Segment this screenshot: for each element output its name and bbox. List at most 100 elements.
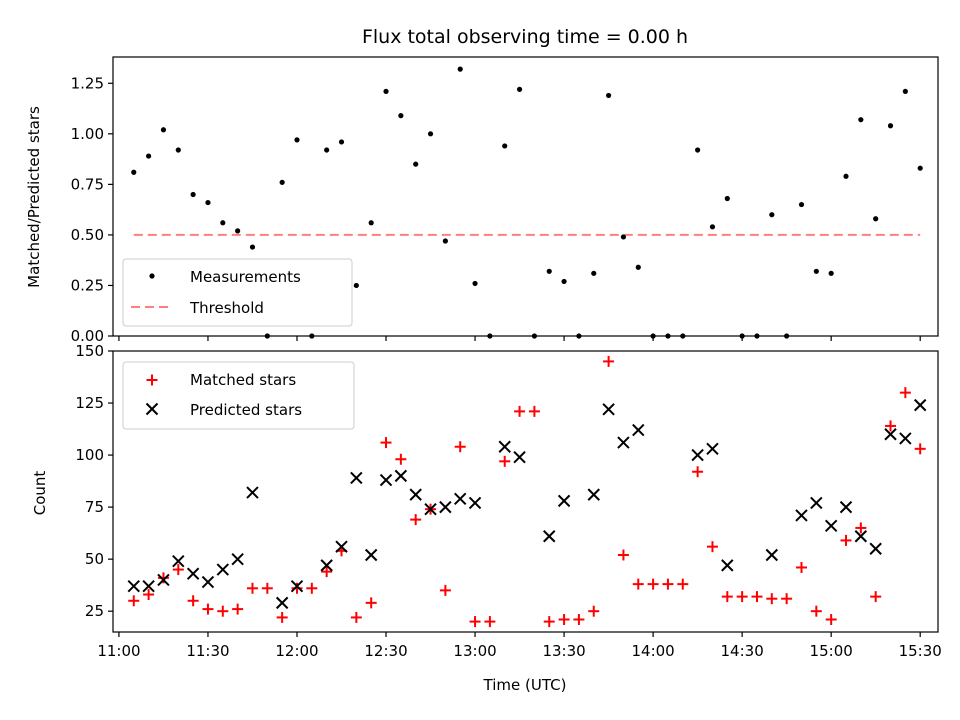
predicted-star-point [127,580,140,593]
cross-b [869,542,882,555]
x-tick-label: 13:00 [453,642,496,660]
cross-b [513,450,526,464]
matched-star-point [825,614,837,626]
matched-star-point [528,405,540,417]
measurement-point [190,191,196,198]
legend-marker-measurements [149,273,155,279]
measurement-point [605,92,612,99]
cross-b [824,519,838,533]
matched-star-point [276,611,288,623]
predicted-star-point [186,567,200,580]
measurement-point [887,123,894,129]
predicted-star-point [854,530,868,543]
matched-star-point [810,605,822,617]
measurement-point [724,195,730,202]
measurement-point [146,153,152,159]
measurement-point [324,147,330,153]
x-tick-label: 11:30 [186,642,229,660]
measurement-point [591,270,597,276]
predicted-star-point [513,450,526,464]
y-tick-label: 25 [85,602,104,620]
cross-b [439,500,452,514]
predicted-star-point [617,436,630,449]
cross-b [706,442,719,456]
cross-b [145,402,159,416]
cross-b [364,548,378,562]
cross-b [201,575,215,589]
predicted-star-point [335,540,348,553]
predicted-star-point [216,563,230,576]
predicted-star-point [172,555,185,568]
measurement-point [917,165,923,171]
y-tick-label: 0.50 [71,226,104,244]
measurement-point [472,280,478,287]
matched-star-point [899,387,911,399]
predicted-star-point [409,488,422,501]
cross-b [186,567,200,580]
cross-b [795,509,808,522]
cross-b [216,563,230,576]
matched-star-point [321,566,333,578]
measurement-point [813,268,819,274]
y-tick-label: 0.25 [71,276,104,294]
cross-b [454,492,467,505]
measurement-point [546,268,552,274]
predicted-star-point [899,432,912,445]
cross-b [468,496,482,510]
cross-b [320,559,333,572]
matched-star-point [514,405,526,417]
predicted-star-point [468,496,482,510]
predicted-star-point [290,580,304,593]
predicted-star-point [275,596,289,610]
legend-frame [122,361,355,430]
top-x-ticks [118,336,921,341]
measurement-point [398,113,404,119]
x-tick-label: 14:30 [721,642,764,660]
measurement-point [353,282,359,289]
cross-b [557,494,571,508]
legend-marker-matched [146,374,158,386]
cross-b [424,502,437,516]
y-tick-label: 75 [85,498,104,516]
legend-frame [122,258,353,327]
measurement-point [427,131,434,137]
bottom-panel: 25 50 75 100 125 150 11:00 11:30 12:00 12:30 13:0… [31,342,942,694]
predicted-star-point [795,509,808,522]
matched-star-point [143,589,155,601]
predicted-star-point [587,488,600,501]
cross-b [409,488,422,501]
cross-b [350,471,363,485]
matched-star-point [677,578,689,590]
predicted-star-point [706,442,719,456]
top-y-axis-label: Matched/Predicted stars [25,106,43,288]
measurement-point [175,147,181,153]
measurement-point [902,88,908,94]
x-tick-label: 15:00 [810,642,853,660]
measurement-point [769,212,775,218]
cross-b [617,436,630,449]
cross-b [632,423,645,437]
y-tick-label: 50 [85,550,104,568]
cross-b [721,559,734,572]
measurement-point [798,201,805,208]
cross-b [691,448,704,462]
measurement-point [635,264,641,270]
measurement-point [338,139,345,145]
cross-b [231,552,244,566]
predicted-star-point [320,559,333,572]
matched-star-point [261,582,273,594]
matched-star-point [232,603,244,615]
matched-star-point [588,605,600,617]
legend-label-predicted: Predicted stars [190,401,302,419]
cross-b [839,500,853,514]
predicted-star-point [632,423,645,437]
predicted-star-point [557,494,571,508]
measurement-point [873,216,879,222]
predicted-star-point [142,580,155,593]
matched-star-point [157,572,169,584]
matched-star-point [558,614,570,626]
bottom-y-axis: 25 50 75 100 125 150 [75,342,113,620]
matched-star-point [306,582,318,594]
matched-star-point [736,591,748,603]
matched-star-point [469,616,481,628]
